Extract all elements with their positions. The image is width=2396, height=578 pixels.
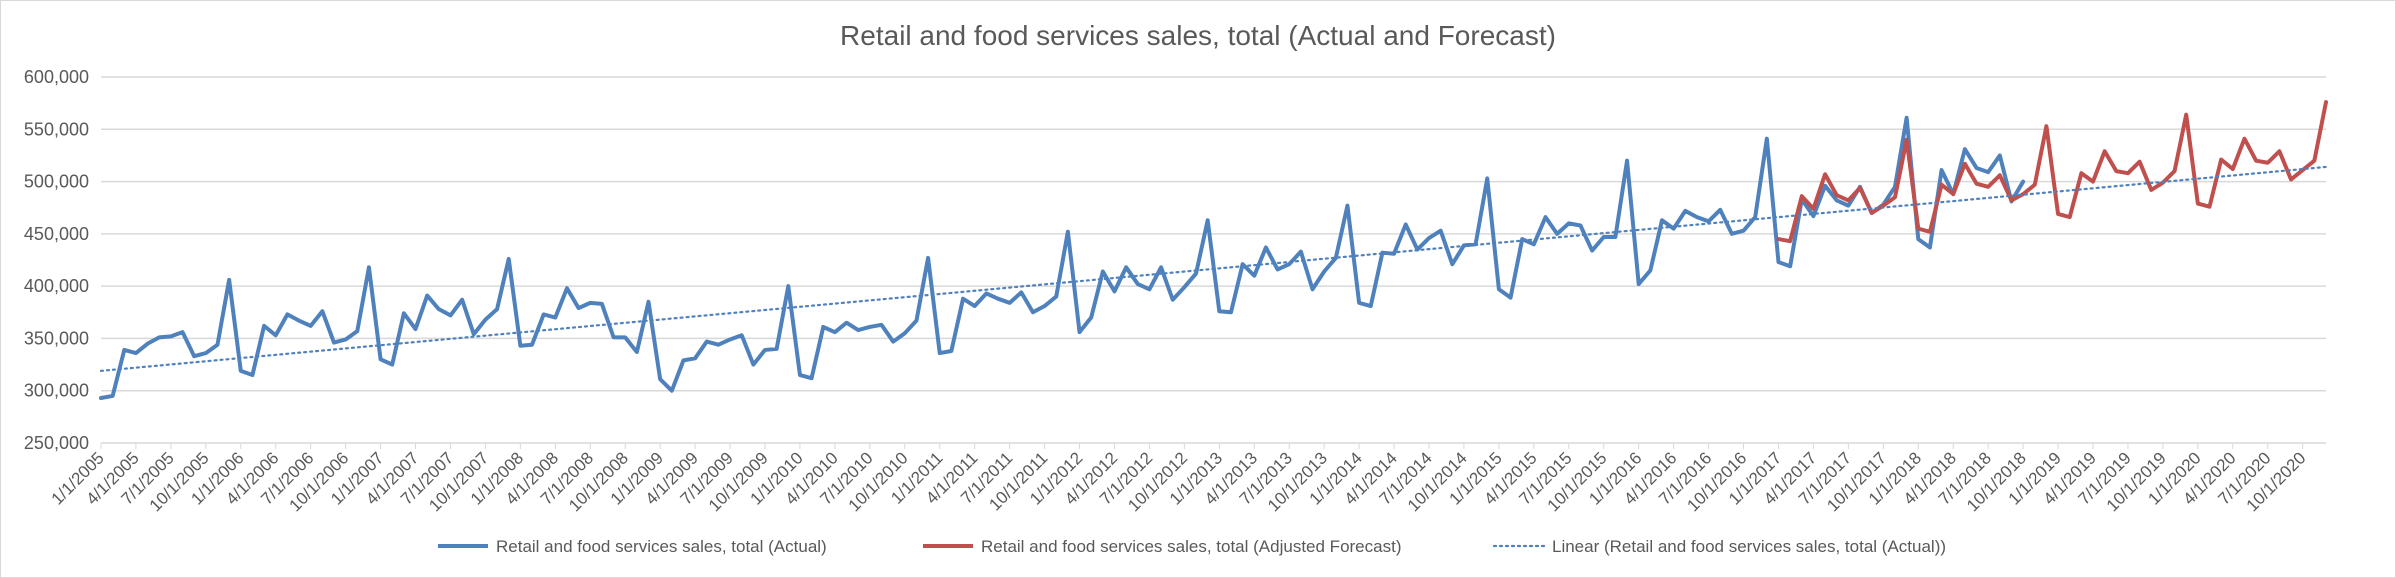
y-tick-label: 300,000 bbox=[24, 381, 89, 401]
y-tick-label: 550,000 bbox=[24, 119, 89, 139]
legend-item[interactable]: Retail and food services sales, total (A… bbox=[438, 537, 827, 556]
gridlines bbox=[101, 76, 2326, 444]
legend-label: Linear (Retail and food services sales, … bbox=[1552, 537, 1946, 556]
x-axis-ticks: 1/1/20054/1/20057/1/200510/1/20051/1/200… bbox=[48, 443, 2310, 515]
y-axis-ticks: 250,000 300,000 350,000 400,000 450,000 500,0… bbox=[24, 67, 89, 453]
legend-item[interactable]: Linear (Retail and food services sales, … bbox=[1492, 537, 1946, 556]
trendline-series bbox=[99, 165, 2328, 372]
y-tick-label: 350,000 bbox=[24, 328, 89, 348]
y-tick-label: 250,000 bbox=[24, 433, 89, 453]
series-lines bbox=[99, 100, 2328, 401]
legend[interactable]: Retail and food services sales, total (A… bbox=[438, 537, 1946, 556]
legend-item[interactable]: Retail and food services sales, total (A… bbox=[923, 537, 1401, 556]
y-tick-label: 400,000 bbox=[24, 276, 89, 296]
forecast-series-line bbox=[1776, 100, 2328, 244]
chart-title: Retail and food services sales, total (A… bbox=[840, 20, 1556, 51]
y-tick-label: 500,000 bbox=[24, 172, 89, 192]
legend-label: Retail and food services sales, total (A… bbox=[496, 537, 827, 556]
y-tick-label: 600,000 bbox=[24, 67, 89, 87]
y-tick-label: 450,000 bbox=[24, 224, 89, 244]
actual-series-line bbox=[99, 115, 2026, 401]
legend-label: Retail and food services sales, total (A… bbox=[981, 537, 1401, 556]
